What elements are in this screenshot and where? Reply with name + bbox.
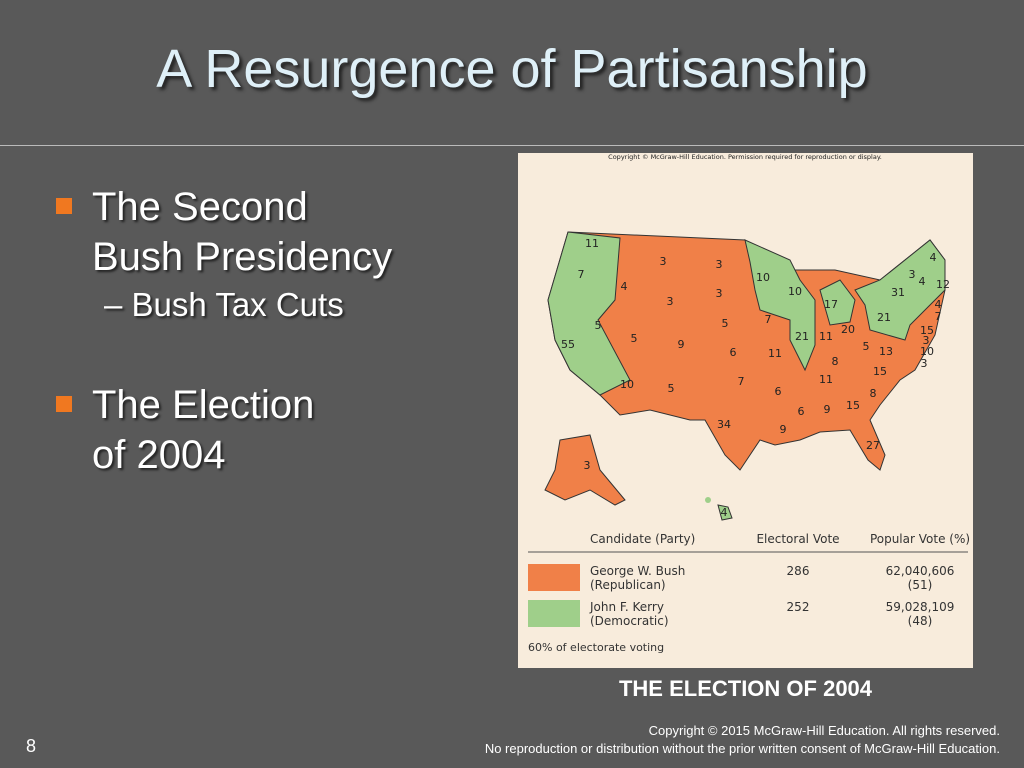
state-electoral-votes: 11 xyxy=(819,330,833,343)
legend-header: Candidate (Party) xyxy=(590,532,695,546)
bullet-text: The Election of 2004 xyxy=(92,380,314,480)
legend-popular: 59,028,109 xyxy=(886,600,955,614)
footer: Copyright © 2015 McGraw-Hill Education. … xyxy=(485,722,1000,758)
state-electoral-votes: 6 xyxy=(775,385,782,398)
state-electoral-votes: 3 xyxy=(716,287,723,300)
democratic-midwest xyxy=(744,239,816,372)
legend-swatch xyxy=(528,564,580,591)
state-electoral-votes: 3 xyxy=(660,255,667,268)
state-electoral-votes: 7 xyxy=(738,375,745,388)
legend-swatch xyxy=(528,600,580,627)
state-electoral-votes: 20 xyxy=(841,323,855,336)
legend-candidate: John F. Kerry xyxy=(589,600,664,614)
state-electoral-votes: 11 xyxy=(819,373,833,386)
alaska xyxy=(544,434,626,506)
hawaii-island xyxy=(705,497,711,503)
democratic-west xyxy=(547,231,631,396)
state-electoral-votes: 31 xyxy=(891,286,905,299)
legend-header: Electoral Vote xyxy=(756,532,839,546)
legend-note: 60% of electorate voting xyxy=(528,641,664,654)
state-electoral-votes: 3 xyxy=(923,334,930,347)
legend-candidate: George W. Bush xyxy=(590,564,685,578)
state-electoral-votes: 3 xyxy=(909,268,916,281)
state-electoral-votes: 4 xyxy=(721,506,728,519)
state-electoral-votes: 12 xyxy=(936,278,950,291)
state-electoral-votes: 17 xyxy=(824,298,838,311)
sub-bullet: – Bush Tax Cuts xyxy=(104,286,344,323)
line: of 2004 xyxy=(92,433,226,477)
state-electoral-votes: 3 xyxy=(667,295,674,308)
bullet: The Election of 2004 xyxy=(56,380,314,480)
state-electoral-votes: 15 xyxy=(846,399,860,412)
state-electoral-votes: 5 xyxy=(668,382,675,395)
state-electoral-votes: 21 xyxy=(877,311,891,324)
state-electoral-votes: 10 xyxy=(756,271,770,284)
bullet-marker xyxy=(56,198,72,214)
legend-header: Popular Vote (%) xyxy=(870,532,970,546)
line: The Second xyxy=(92,185,308,229)
state-electoral-votes: 7 xyxy=(935,310,942,323)
footer-line: No reproduction or distribution without … xyxy=(484,741,1000,756)
legend-popular: 62,040,606 xyxy=(886,564,955,578)
legend-electoral: 252 xyxy=(787,600,810,614)
legend-electoral: 286 xyxy=(787,564,810,578)
state-electoral-votes: 55 xyxy=(561,338,575,351)
state-electoral-votes: 34 xyxy=(717,418,731,431)
state-electoral-votes: 7 xyxy=(765,313,772,326)
state-electoral-votes: 27 xyxy=(866,439,880,452)
state-electoral-votes: 7 xyxy=(578,268,585,281)
bullet-marker xyxy=(56,396,72,412)
legend-party: (Republican) xyxy=(590,578,666,592)
bullet: The Second Bush Presidency – Bush Tax Cut… xyxy=(56,182,392,328)
map-copyright: Copyright © McGraw-Hill Education. Permi… xyxy=(608,153,882,161)
figure-caption: THE ELECTION OF 2004 xyxy=(618,676,873,701)
state-electoral-votes: 4 xyxy=(935,298,942,311)
state-electoral-votes: 11 xyxy=(585,237,599,250)
state-electoral-votes: 4 xyxy=(621,280,628,293)
state-electoral-votes: 10 xyxy=(788,285,802,298)
state-electoral-votes: 5 xyxy=(595,319,602,332)
state-electoral-votes: 3 xyxy=(716,258,723,271)
state-electoral-votes: 5 xyxy=(631,332,638,345)
state-electoral-votes: 15 xyxy=(920,324,934,337)
democratic-michigan xyxy=(819,279,856,326)
state-electoral-votes: 6 xyxy=(730,346,737,359)
title-rule xyxy=(0,145,1024,146)
democratic-northeast xyxy=(854,239,946,341)
state-electoral-votes: 15 xyxy=(873,365,887,378)
legend-party: (Democratic) xyxy=(590,614,669,628)
line: Bush Presidency xyxy=(92,235,393,279)
sub-bullet-text: Bush Tax Cuts xyxy=(131,286,344,323)
state-electoral-votes: 9 xyxy=(780,423,787,436)
state-electoral-votes: 3 xyxy=(584,459,591,472)
state-electoral-votes: 6 xyxy=(798,405,805,418)
state-electoral-votes: 21 xyxy=(795,330,809,343)
state-electoral-votes: 10 xyxy=(920,345,934,358)
state-electoral-votes: 8 xyxy=(870,387,877,400)
bullet-text: The Second Bush Presidency xyxy=(92,182,392,282)
legend-percent: (51) xyxy=(908,578,933,592)
hawaii xyxy=(717,504,733,521)
state-electoral-votes: 5 xyxy=(722,317,729,330)
state-electoral-votes: 11 xyxy=(768,347,782,360)
state-electoral-votes: 4 xyxy=(930,251,937,264)
slide-number: 8 xyxy=(26,736,37,756)
state-electoral-votes: 9 xyxy=(824,403,831,416)
state-electoral-votes: 4 xyxy=(919,275,926,288)
line: The Election xyxy=(92,383,315,427)
state-electoral-votes: 5 xyxy=(863,340,870,353)
state-electoral-votes: 10 xyxy=(620,378,634,391)
state-electoral-votes: 13 xyxy=(879,345,893,358)
legend-percent: (48) xyxy=(908,614,933,628)
footer-line: Copyright © 2015 McGraw-Hill Education. … xyxy=(648,723,1000,738)
state-electoral-votes: 8 xyxy=(832,355,839,368)
slide-title: A Resurgence of Partisanship xyxy=(156,39,868,99)
state-electoral-votes: 9 xyxy=(678,338,685,351)
state-electoral-votes: 3 xyxy=(921,357,928,370)
